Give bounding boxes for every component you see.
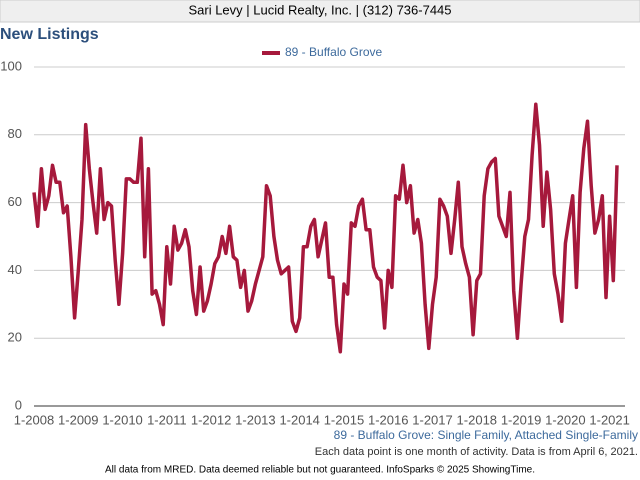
subtitle: 89 - Buffalo Grove: Single Family, Attac… xyxy=(334,428,638,442)
x-tick-label: 1-2009 xyxy=(58,412,98,427)
y-tick-label: 60 xyxy=(8,194,22,209)
header-bar xyxy=(0,0,640,23)
y-tick-label: 0 xyxy=(15,397,22,412)
x-tick-label: 1-2016 xyxy=(368,412,408,427)
x-tick-label: 1-2014 xyxy=(279,412,319,427)
x-tick-label: 1-2013 xyxy=(235,412,275,427)
y-tick-label: 100 xyxy=(0,58,22,73)
legend-label: 89 - Buffalo Grove xyxy=(285,45,382,59)
y-tick-label: 40 xyxy=(8,262,22,277)
note: Each data point is one month of activity… xyxy=(315,446,638,458)
x-tick-label: 1-2020 xyxy=(545,412,585,427)
y-tick-label: 20 xyxy=(8,330,22,345)
x-tick-label: 1-2018 xyxy=(457,412,497,427)
x-tick-label: 1-2012 xyxy=(191,412,231,427)
footer: All data from MRED. Data deemed reliable… xyxy=(105,465,535,476)
chart-title: New Listings xyxy=(0,26,99,43)
data-line xyxy=(32,102,619,354)
x-tick-label: 1-2019 xyxy=(501,412,541,427)
x-tick-label: 1-2017 xyxy=(412,412,452,427)
x-tick-label: 1-2010 xyxy=(102,412,142,427)
x-tick-label: 1-2021 xyxy=(589,412,629,427)
header: Sari Levy | Lucid Realty, Inc. | (312) 7… xyxy=(188,2,451,17)
x-tick-label: 1-2011 xyxy=(147,412,187,427)
x-tick-label: 1-2008 xyxy=(14,412,54,427)
x-tick-label: 1-2015 xyxy=(324,412,364,427)
y-tick-label: 80 xyxy=(8,126,22,141)
